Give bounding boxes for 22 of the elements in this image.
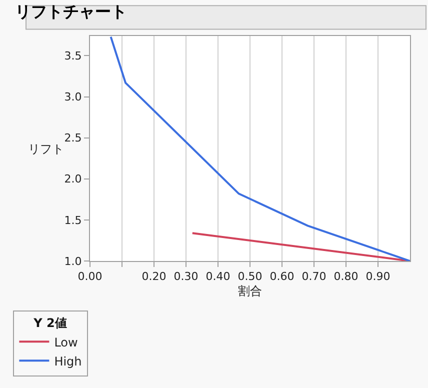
y-tick-label: 2.0: [64, 172, 82, 186]
chart-title: リフトチャート: [14, 2, 127, 22]
x-tick-label: 0.00: [78, 270, 102, 284]
y-tick-label: 3.0: [64, 90, 82, 104]
x-tick-label: 0.60: [270, 270, 294, 284]
x-tick-label: 0.80: [334, 270, 358, 284]
y-axis-title: リフト: [28, 142, 64, 156]
x-tick-label: 0.50: [238, 270, 262, 284]
line-series: [110, 36, 410, 261]
y-tick-label: 3.5: [64, 50, 82, 63]
x-tick-label: 0.40: [206, 270, 230, 284]
x-tick-label: 0.70: [302, 270, 326, 284]
legend-label: High: [54, 354, 82, 368]
y-tick-label: 2.5: [64, 132, 82, 145]
legend-title: Y 2値: [32, 316, 67, 330]
x-axis-title: 割合: [238, 284, 262, 298]
y-tick-label: 1.0: [64, 254, 82, 268]
legend-label: Low: [54, 335, 78, 350]
x-tick-label: 0.90: [366, 270, 390, 284]
x-tick-label: 0.20: [142, 270, 166, 284]
x-tick-label: 0.30: [174, 270, 198, 284]
y-tick-label: 1.5: [64, 214, 82, 227]
